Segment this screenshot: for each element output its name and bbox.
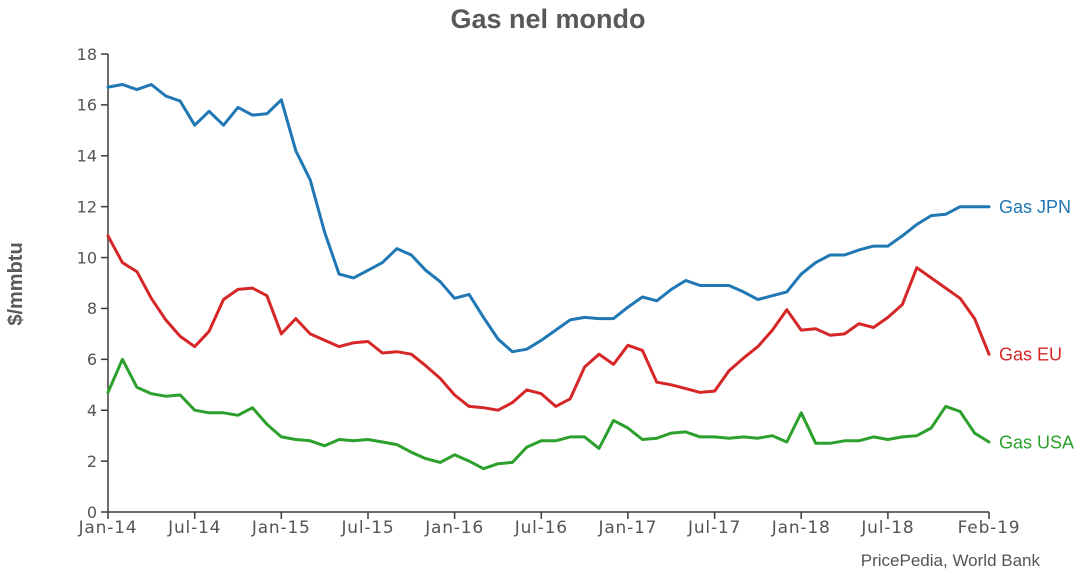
series-label-gas-eu: Gas EU: [999, 345, 1062, 365]
y-tick-label: 12: [77, 198, 97, 217]
y-tick-label: 6: [87, 350, 97, 369]
y-tick-label: 4: [87, 401, 97, 420]
x-tick-label: Jan-16: [424, 518, 484, 538]
series-line-gas-jpn: [106, 83, 991, 354]
source-note: PricePedia, World Bank: [861, 551, 1041, 570]
series-line-gas-eu: [106, 234, 991, 412]
series-line-gas-usa: [106, 357, 991, 471]
y-tick-label: 18: [77, 45, 97, 64]
x-tick-label: Feb-19: [958, 518, 1021, 538]
series-label-gas-usa: Gas USA: [999, 433, 1074, 453]
x-tick-label: Jan-14: [78, 518, 138, 538]
x-tick-label: Jul-14: [167, 518, 221, 538]
x-tick-label: Jul-15: [340, 518, 394, 538]
y-axis-label: $/mmbtu: [5, 242, 27, 325]
x-tick-label: Jan-18: [771, 518, 831, 538]
y-tick-label: 2: [87, 452, 97, 471]
y-tick-label: 0: [87, 503, 97, 522]
x-tick-label: Jul-18: [860, 518, 914, 538]
x-tick-label: Jul-17: [687, 518, 741, 538]
y-tick-label: 8: [87, 299, 97, 318]
y-tick-label: 14: [77, 147, 97, 166]
series-labels: Gas JPN Gas EU Gas USA: [999, 197, 1074, 452]
y-tick-label: 16: [77, 96, 97, 115]
chart-title: Gas nel mondo: [450, 4, 645, 34]
x-tick-label: Jan-15: [251, 518, 311, 538]
x-tick-label: Jan-17: [598, 518, 658, 538]
axes: 0 2 4 6 8 10 12 14 16 18 Jan-14 Jul-14 Jan-15 Jul-15 J…: [77, 45, 1021, 538]
series-lines: [106, 83, 991, 471]
x-tick-label: Jul-16: [514, 518, 568, 538]
y-tick-label: 10: [77, 248, 97, 267]
series-label-gas-jpn: Gas JPN: [999, 197, 1071, 217]
